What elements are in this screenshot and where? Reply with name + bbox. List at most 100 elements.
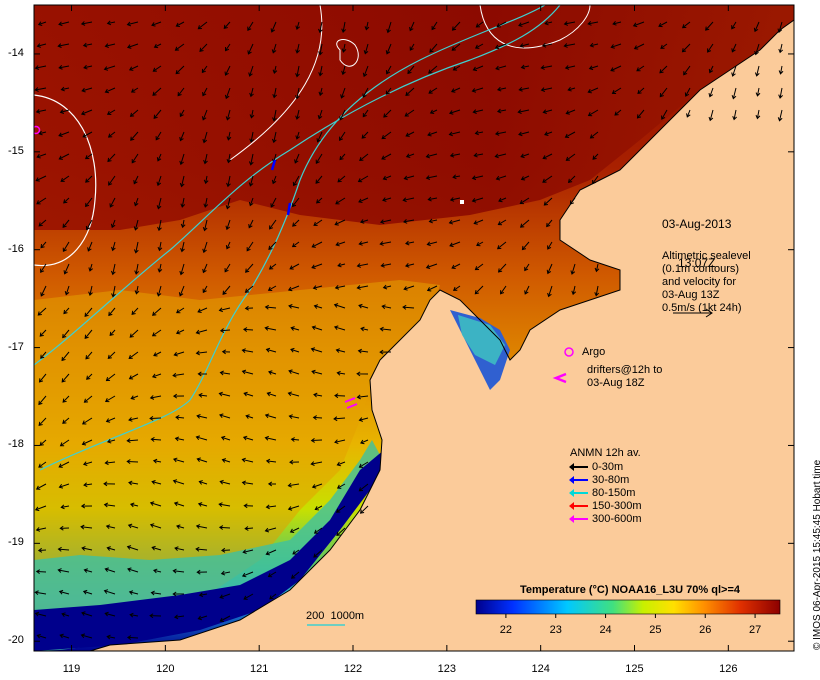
velocity-arrow: [248, 219, 254, 229]
velocity-arrow: [129, 109, 139, 117]
velocity-arrow: [195, 350, 208, 356]
velocity-arrow: [175, 329, 185, 335]
velocity-arrow: [496, 241, 507, 250]
velocity-arrow: [36, 197, 47, 205]
velocity-arrow: [264, 304, 277, 310]
velocity-arrow: [494, 153, 507, 159]
velocity-arrow: [295, 65, 300, 78]
velocity-arrow: [659, 65, 668, 74]
velocity-arrow: [241, 369, 254, 375]
velocity-arrow: [473, 152, 484, 158]
velocity-arrow: [425, 175, 438, 180]
velocity-arrow: [62, 395, 70, 403]
velocity-arrow: [39, 439, 47, 446]
velocity-arrow: [474, 130, 484, 136]
velocity-arrow: [313, 304, 323, 309]
velocity-arrow: [475, 21, 484, 28]
velocity-arrow: [134, 263, 140, 275]
argo-label: Argo: [582, 346, 606, 358]
velocity-arrow: [336, 527, 346, 537]
velocity-arrow: [131, 153, 139, 164]
velocity-arrow: [544, 131, 553, 136]
velocity-arrow: [313, 549, 323, 558]
velocity-arrow: [270, 197, 277, 208]
map-frame: [33, 4, 795, 652]
lat-tick-label: -17: [8, 340, 24, 353]
velocity-arrow: [130, 87, 139, 93]
velocity-arrow: [563, 43, 576, 48]
velocity-arrow: [542, 153, 553, 160]
lon-tick-label: 121: [249, 663, 269, 675]
velocity-arrow: [156, 175, 162, 187]
velocity-arrow: [133, 241, 139, 254]
velocity-arrow: [220, 435, 231, 441]
velocity-arrow: [731, 65, 737, 77]
velocity-arrow: [249, 109, 255, 119]
velocity-arrow: [497, 263, 507, 273]
legend-item-label: 0-30m: [592, 461, 624, 473]
velocity-arrow: [519, 219, 530, 228]
velocity-arrow: [81, 439, 93, 446]
velocity-arrow: [382, 197, 392, 202]
velocity-arrow: [176, 524, 185, 530]
velocity-arrow: [313, 527, 323, 534]
velocity-arrow: [149, 415, 162, 421]
velocity-arrow: [126, 43, 139, 49]
velocity-arrow: [88, 285, 93, 296]
velocity-arrow: [356, 371, 369, 377]
velocity-arrow: [360, 439, 369, 445]
velocity-arrow: [202, 263, 208, 274]
velocity-arrow: [521, 241, 530, 251]
velocity-arrow: [106, 109, 116, 115]
velocity-arrow: [705, 21, 714, 31]
velocity-arrow: [271, 43, 277, 54]
velocity-arrow: [589, 131, 599, 139]
velocity-arrow: [60, 86, 70, 92]
velocity-arrow: [128, 65, 139, 71]
velocity-arrow: [202, 219, 208, 232]
velocity-arrow: [58, 461, 70, 468]
velocity-arrow: [82, 131, 93, 138]
lon-tick-label: 119: [62, 663, 81, 675]
velocity-arrow: [266, 391, 277, 397]
velocity-arrow: [104, 611, 116, 617]
legend-arrow-icon: [569, 515, 588, 524]
velocity-arrow: [243, 391, 254, 397]
velocity-arrow: [339, 131, 346, 141]
velocity-arrow: [496, 21, 507, 28]
velocity-arrow: [632, 21, 645, 28]
velocity-arrow: [34, 87, 47, 92]
velocity-arrow: [587, 21, 599, 26]
velocity-arrow: [243, 327, 254, 332]
velocity-arrow: [127, 567, 139, 573]
velocity-arrow: [225, 109, 231, 121]
velocity-arrow: [495, 175, 507, 181]
velocity-arrow: [449, 241, 461, 248]
velocity-arrow: [153, 351, 162, 357]
velocity-arrow: [269, 593, 277, 600]
velocity-arrow: [37, 307, 47, 316]
velocity-arrow: [40, 241, 47, 249]
velocity-arrow: [290, 347, 300, 353]
velocity-arrow: [592, 153, 599, 160]
velocity-arrow: [62, 219, 70, 228]
isobath-1000m: [39, 5, 546, 471]
velocity-arrow: [310, 461, 323, 466]
velocity-arrow: [59, 525, 70, 531]
velocity-arrow: [155, 131, 162, 141]
legend-item: 150-300m: [569, 500, 642, 513]
velocity-arrow: [244, 305, 254, 311]
velocity-arrow: [152, 87, 162, 96]
velocity-arrow: [106, 438, 116, 444]
velocity-arrow: [134, 285, 140, 295]
velocity-arrow: [103, 65, 116, 71]
velocity-arrow: [564, 131, 576, 139]
velocity-arrow: [198, 392, 208, 398]
velocity-arrow: [405, 153, 415, 159]
velocity-arrow: [362, 65, 369, 78]
velocity-arrow: [39, 329, 47, 337]
velocity-arrow: [272, 65, 278, 74]
velocity-arrow: [150, 437, 162, 442]
drifter-legend-icon: [552, 372, 567, 384]
